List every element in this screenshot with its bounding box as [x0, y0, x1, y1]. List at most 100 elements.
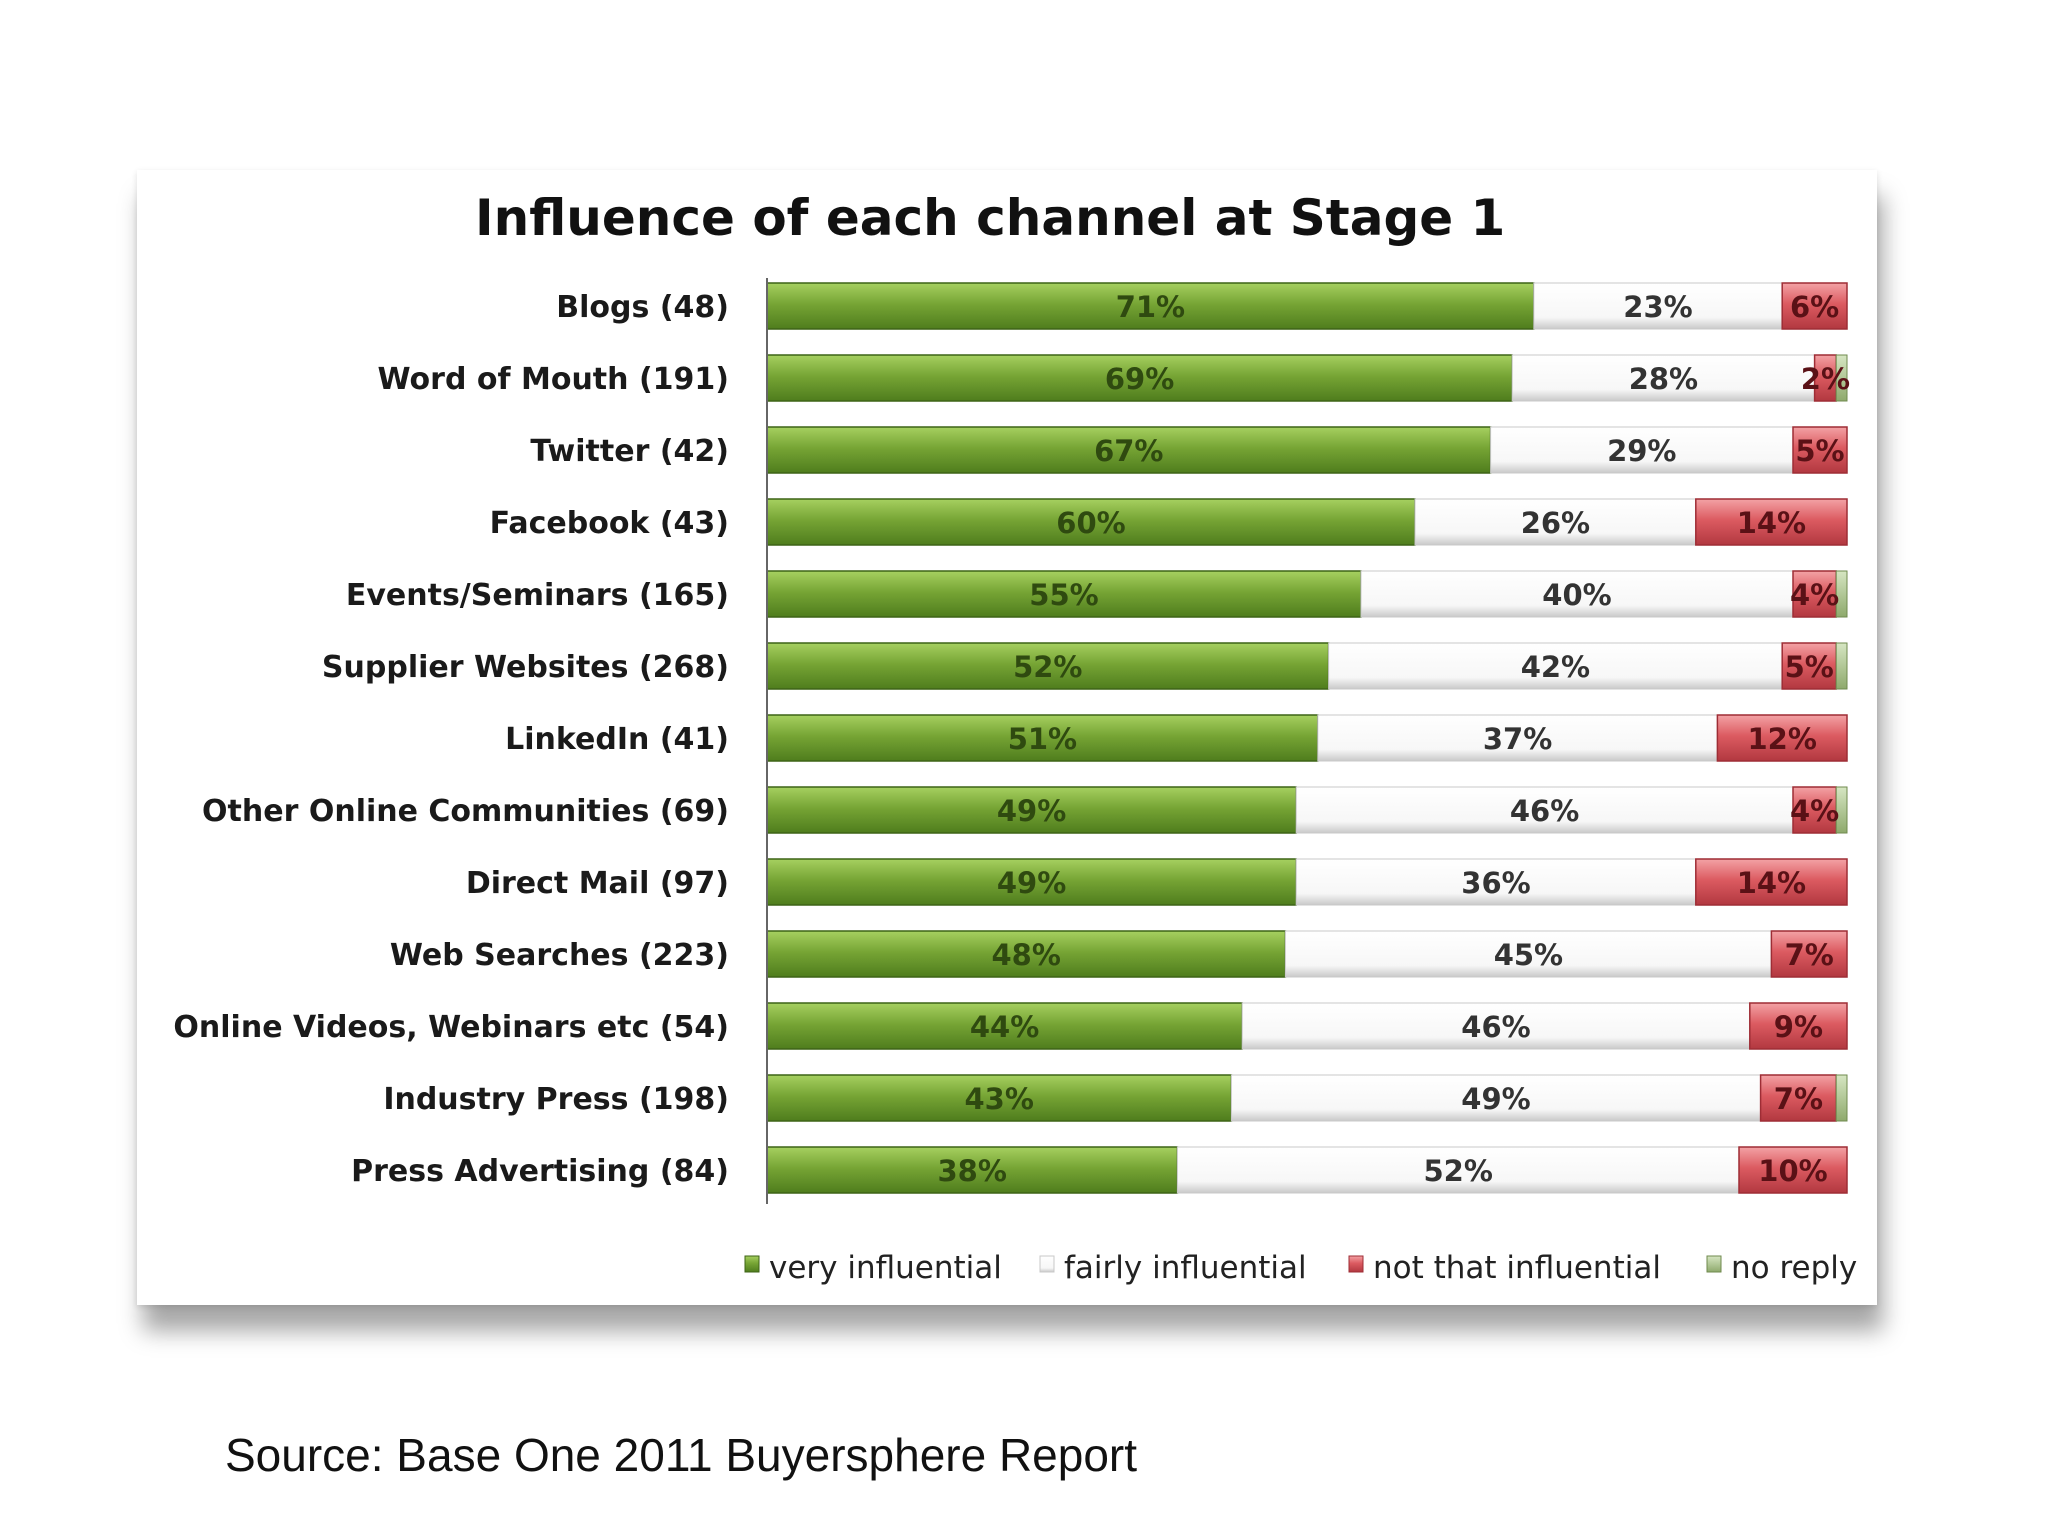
category-label: LinkedIn (41)	[505, 722, 729, 757]
bar-fairly-influential	[1176, 1146, 1740, 1194]
bar-fairly-influential	[1295, 786, 1794, 834]
bar-no-reply	[1835, 642, 1848, 690]
bar-no-reply	[1835, 570, 1848, 618]
legend-swatch-very	[744, 1255, 760, 1273]
category-label: Supplier Websites (268)	[322, 650, 729, 685]
value-label-not: 4%	[1790, 578, 1839, 612]
category-label: Online Videos, Webinars etc (54)	[173, 1010, 729, 1045]
bar-no-reply	[1835, 786, 1848, 834]
bar-fairly-influential	[1511, 354, 1816, 402]
category-label: Press Advertising (84)	[351, 1154, 729, 1189]
category-label: Twitter (42)	[530, 434, 729, 469]
value-label-fairly: 52%	[1423, 1154, 1492, 1188]
category-labels: Blogs (48) Word of Mouth (191) Twitter (42…	[173, 290, 729, 1189]
value-labels: 71% 23% 6% 69% 28% 2% 67% 29% 5% 60% 26% 14% 55% 40% 4…	[937, 290, 1850, 1188]
bar-not-that-influential	[1792, 786, 1837, 834]
value-label-very: 52%	[1013, 650, 1082, 684]
value-label-not: 9%	[1774, 1010, 1823, 1044]
bar-very-influential	[766, 570, 1362, 618]
bar-fairly-influential	[1328, 642, 1783, 690]
bar-no-reply	[1835, 354, 1848, 402]
value-label-very: 38%	[937, 1154, 1006, 1188]
legend-label-noreply: no reply	[1731, 1250, 1857, 1286]
value-label-fairly: 23%	[1623, 290, 1692, 324]
bar-fairly-influential	[1284, 930, 1772, 978]
chart-title: Influence of each channel at Stage 1	[475, 189, 1505, 247]
bar-not-that-influential	[1770, 930, 1848, 978]
value-label-very: 67%	[1094, 434, 1163, 468]
value-label-not: 14%	[1737, 866, 1806, 900]
bar-no-reply	[1835, 1074, 1848, 1122]
value-label-fairly: 45%	[1494, 938, 1563, 972]
bar-not-that-influential	[1792, 570, 1837, 618]
legend-label-fairly: fairly influential	[1064, 1250, 1307, 1286]
value-label-fairly: 46%	[1461, 1010, 1530, 1044]
value-label-not: 5%	[1785, 650, 1834, 684]
value-label-not: 10%	[1758, 1154, 1827, 1188]
bar-not-that-influential	[1759, 1074, 1837, 1122]
category-label: Industry Press (198)	[383, 1082, 729, 1117]
bars	[766, 282, 1848, 1194]
value-label-very: 48%	[991, 938, 1060, 972]
value-label-fairly: 28%	[1629, 362, 1698, 396]
category-label: Web Searches (223)	[390, 938, 729, 973]
value-label-very: 44%	[970, 1010, 1039, 1044]
value-label-very: 71%	[1116, 290, 1185, 324]
bar-fairly-influential	[1295, 858, 1697, 906]
value-label-very: 49%	[997, 866, 1066, 900]
value-label-not: 14%	[1737, 506, 1806, 540]
value-label-fairly: 29%	[1607, 434, 1676, 468]
bar-not-that-influential	[1695, 498, 1848, 546]
value-label-very: 69%	[1105, 362, 1174, 396]
value-label-very: 60%	[1056, 506, 1125, 540]
category-label: Word of Mouth (191)	[378, 362, 729, 397]
category-label: Direct Mail (97)	[466, 866, 729, 901]
legend-swatch-not	[1348, 1255, 1364, 1273]
bar-very-influential	[766, 1002, 1243, 1050]
value-label-fairly: 42%	[1521, 650, 1590, 684]
bar-fairly-influential	[1230, 1074, 1762, 1122]
value-label-not: 7%	[1785, 938, 1834, 972]
category-label: Blogs (48)	[556, 290, 729, 325]
value-label-fairly: 26%	[1521, 506, 1590, 540]
legend: very influential fairly influential not th…	[744, 1250, 1857, 1286]
legend-label-not: not that influential	[1373, 1250, 1661, 1286]
bar-very-influential	[766, 930, 1287, 978]
bar-very-influential	[766, 498, 1416, 546]
value-label-very: 49%	[997, 794, 1066, 828]
bar-not-that-influential	[1695, 858, 1848, 906]
value-label-not: 7%	[1774, 1082, 1823, 1116]
category-label: Other Online Communities (69)	[202, 794, 729, 829]
bar-very-influential	[766, 786, 1297, 834]
bar-not-that-influential	[1781, 282, 1848, 330]
legend-swatch-fairly	[1039, 1255, 1055, 1273]
value-label-fairly: 36%	[1461, 866, 1530, 900]
value-label-very: 51%	[1008, 722, 1077, 756]
value-label-fairly: 37%	[1483, 722, 1552, 756]
bar-not-that-influential	[1749, 1002, 1848, 1050]
value-label-not: 5%	[1795, 434, 1844, 468]
bar-very-influential	[766, 858, 1297, 906]
value-label-not: 2%	[1801, 362, 1850, 396]
bar-not-that-influential	[1738, 1146, 1848, 1194]
bar-fairly-influential	[1533, 282, 1783, 330]
value-label-fairly: 40%	[1542, 578, 1611, 612]
bar-fairly-influential	[1490, 426, 1794, 474]
value-label-not: 6%	[1790, 290, 1839, 324]
value-label-not: 12%	[1747, 722, 1816, 756]
legend-label-very: very influential	[769, 1250, 1002, 1286]
category-label: Facebook (43)	[490, 506, 729, 541]
bar-fairly-influential	[1241, 1002, 1751, 1050]
chart-card: Influence of each channel at Stage 1 Blo…	[137, 170, 1877, 1305]
value-label-very: 55%	[1029, 578, 1098, 612]
value-label-fairly: 49%	[1461, 1082, 1530, 1116]
bar-very-influential	[766, 1074, 1233, 1122]
bar-very-influential	[766, 282, 1535, 330]
value-label-very: 43%	[964, 1082, 1033, 1116]
bar-fairly-influential	[1414, 498, 1697, 546]
value-label-fairly: 46%	[1510, 794, 1579, 828]
bar-very-influential	[766, 426, 1492, 474]
category-label: Events/Seminars (165)	[346, 578, 729, 613]
bar-not-that-influential	[1792, 426, 1848, 474]
